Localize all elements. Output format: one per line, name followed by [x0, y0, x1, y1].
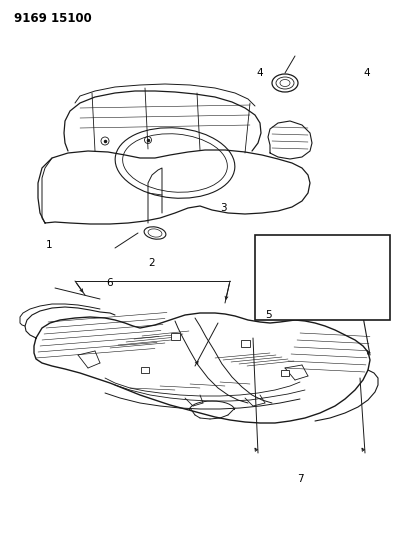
Bar: [281, 370, 289, 376]
Text: 5: 5: [265, 310, 272, 320]
Text: 4: 4: [364, 68, 370, 78]
Bar: [240, 340, 249, 346]
Bar: [171, 333, 180, 340]
Text: 4: 4: [257, 68, 263, 78]
Text: 6: 6: [106, 278, 113, 288]
Bar: [141, 367, 149, 373]
Text: 7: 7: [297, 474, 304, 484]
Text: 3: 3: [220, 203, 226, 213]
Text: 2: 2: [149, 258, 155, 268]
Bar: [255, 235, 390, 320]
Text: 1: 1: [45, 240, 52, 250]
Text: 9169 15100: 9169 15100: [14, 12, 92, 25]
